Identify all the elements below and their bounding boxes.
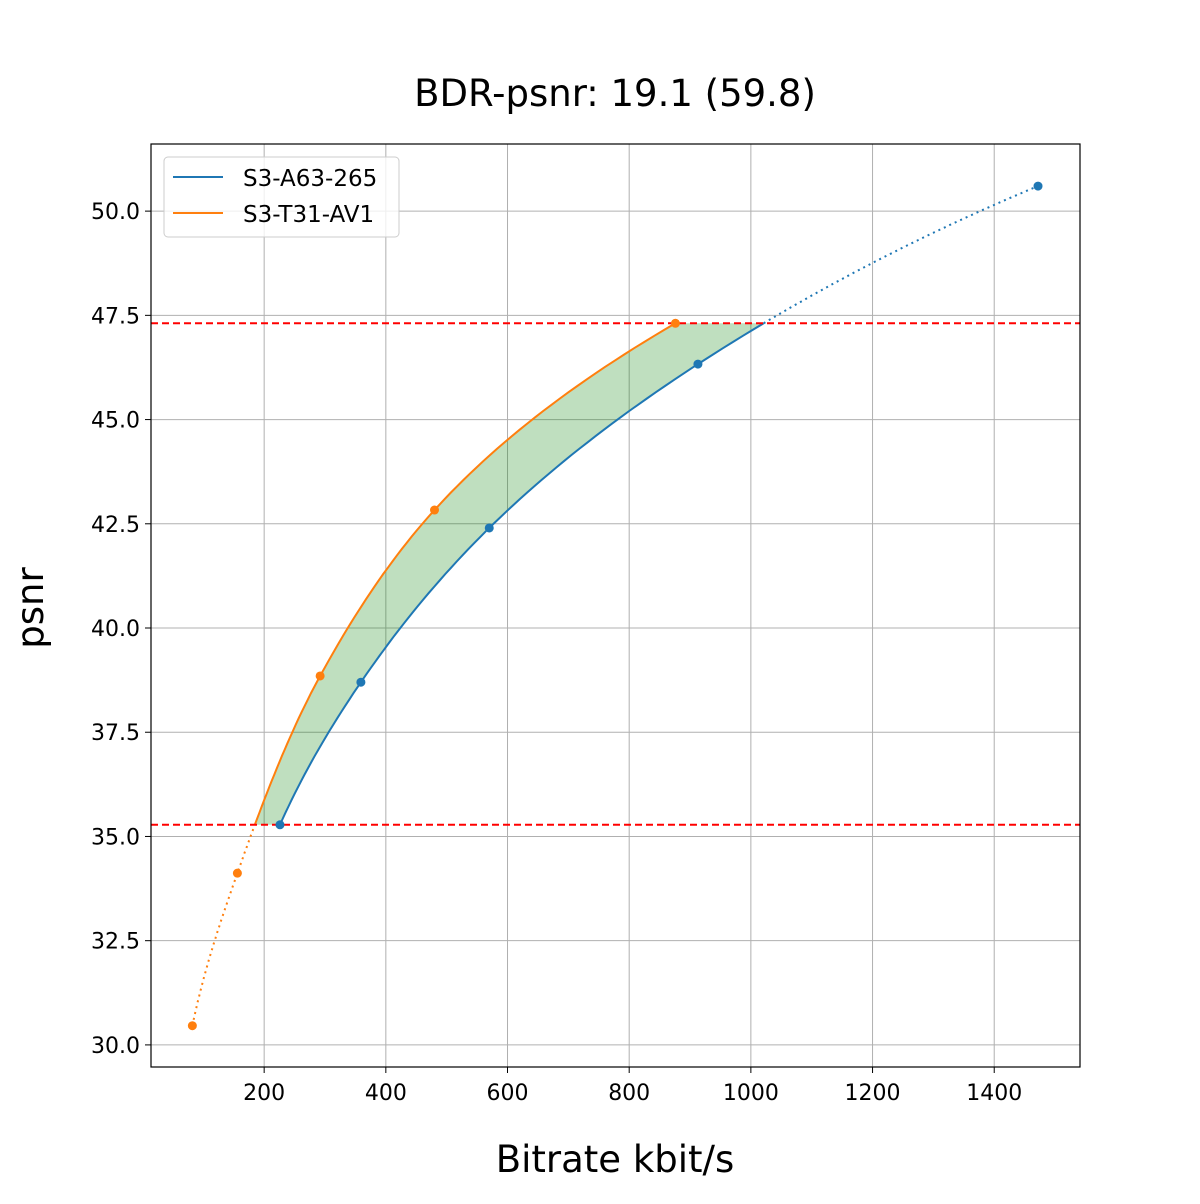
series-points [187,181,1043,1031]
y-tick-label: 37.5 [91,721,140,746]
data-point [315,671,325,681]
bd-fill-polygon [254,323,764,825]
data-point [693,359,703,369]
data-point [356,677,366,687]
x-tick-label: 800 [608,1081,650,1106]
bd-fill-region [254,323,764,825]
legend: S3-A63-265 S3-T31-AV1 [163,156,400,238]
series-line-extrapolated [191,824,256,1026]
data-point [187,1021,197,1031]
y-tick-label: 35.0 [91,825,140,850]
legend-label-1: S3-T31-AV1 [243,202,374,228]
x-tick-label: 600 [487,1081,529,1106]
series-line-extrapolated [763,185,1039,325]
y-tick-label: 32.5 [91,930,140,955]
data-point [670,318,680,328]
series-line [253,322,676,826]
x-tick-label: 200 [243,1081,285,1106]
grid [151,144,1080,1067]
legend-label-0: S3-A63-265 [243,166,377,192]
x-tick-label: 1000 [723,1081,779,1106]
data-point [232,868,242,878]
chart-title: BDR-psnr: 19.1 (59.8) [414,72,816,115]
x-tick-label: 1200 [845,1081,901,1106]
y-tick-label: 42.5 [91,513,140,538]
series-lines [191,185,1039,1026]
data-point [275,820,285,830]
axis-ticks: 200 400 600 800 1000 1200 1400 30.0 32.5 35.0 37.5… [91,200,1022,1106]
y-tick-label: 30.0 [91,1034,140,1059]
series-line [279,322,765,826]
y-tick-label: 50.0 [91,200,140,225]
x-axis-label: Bitrate kbit/s [496,1138,735,1181]
x-tick-label: 1400 [966,1081,1022,1106]
plot-frame [150,143,1081,1068]
y-tick-label: 45.0 [91,409,140,434]
data-point [430,505,440,515]
y-tick-label: 40.0 [91,617,140,642]
data-point [1033,181,1043,191]
threshold-lines [151,322,1080,826]
y-axis-label: psnr [9,567,52,649]
x-tick-label: 400 [365,1081,407,1106]
y-tick-label: 47.5 [91,304,140,329]
data-point [484,523,494,533]
